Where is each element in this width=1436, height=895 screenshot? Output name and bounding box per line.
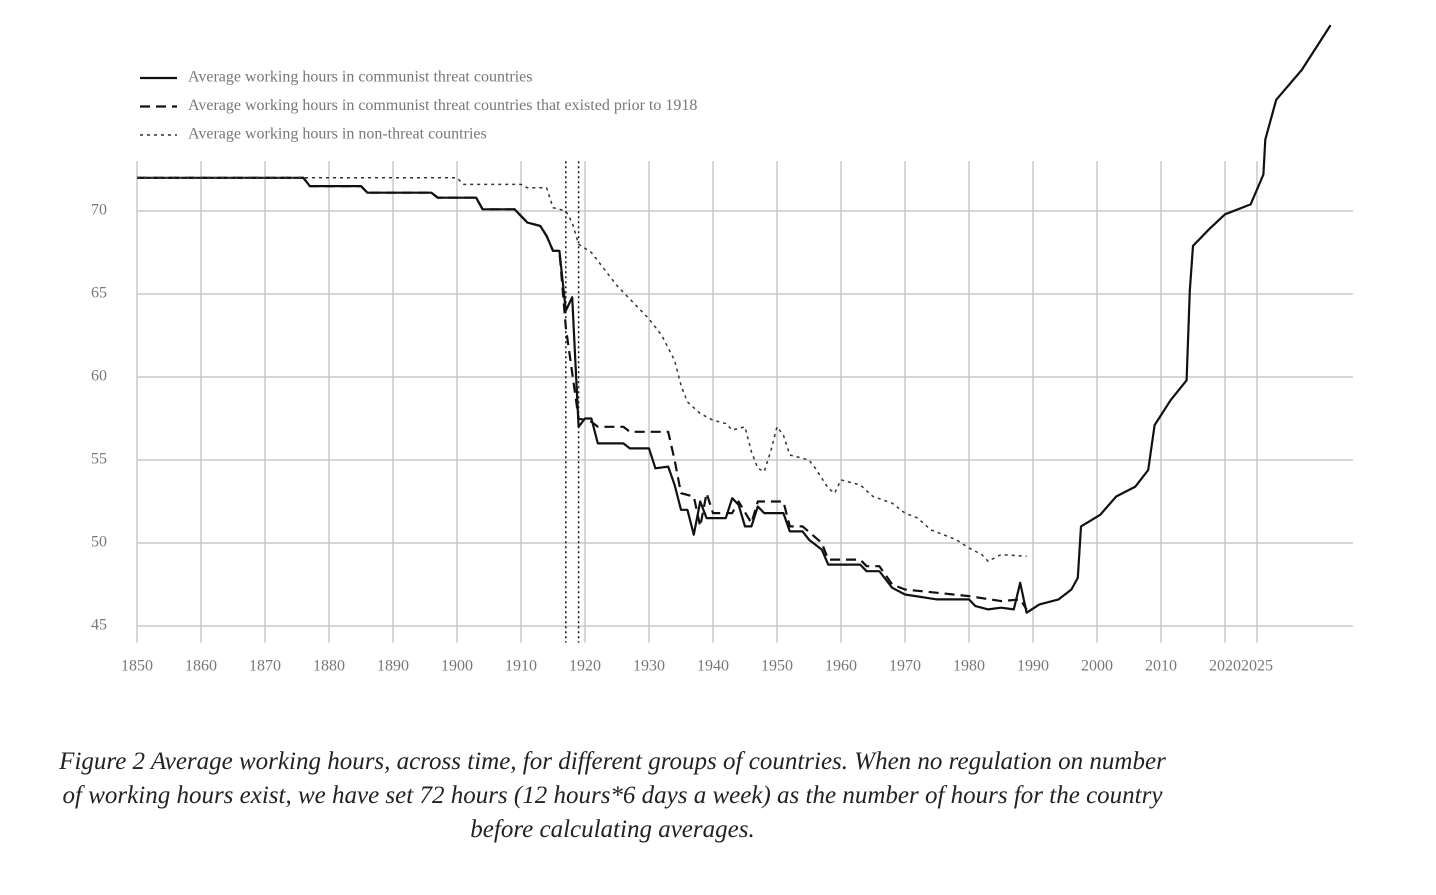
y-tick-label: 45 bbox=[91, 617, 107, 634]
y-tick-label: 60 bbox=[91, 368, 107, 385]
x-tick-label: 2000 bbox=[1081, 657, 1113, 674]
legend-label: Average working hours in non-threat coun… bbox=[188, 126, 487, 143]
x-tick-label: 1950 bbox=[761, 657, 793, 674]
caption: Figure 2 Average working hours, across t… bbox=[59, 748, 1166, 843]
x-tick-label: 1900 bbox=[441, 657, 473, 674]
x-tick-label: 1960 bbox=[825, 657, 857, 674]
x-tick-label: 1990 bbox=[1017, 657, 1049, 674]
x-tick-label: 2025 bbox=[1241, 657, 1273, 674]
x-tick-label: 1870 bbox=[249, 657, 281, 674]
y-tick-label: 70 bbox=[91, 202, 107, 219]
x-tick-label: 2020 bbox=[1209, 657, 1241, 674]
x-tick-label: 1930 bbox=[633, 657, 665, 674]
y-tick-label: 65 bbox=[91, 285, 107, 302]
series-line bbox=[137, 177, 1027, 563]
x-tick-label: 1980 bbox=[953, 657, 985, 674]
y-tick-label: 50 bbox=[91, 534, 107, 551]
x-tick-label: 1850 bbox=[121, 657, 153, 674]
x-tick-label: 1940 bbox=[697, 657, 729, 674]
legend-label: Average working hours in communist threa… bbox=[188, 69, 533, 86]
x-tick-label: 1890 bbox=[377, 657, 409, 674]
x-tick-label: 1880 bbox=[313, 657, 345, 674]
legend-label: Average working hours in communist threa… bbox=[188, 97, 697, 114]
series-line bbox=[137, 178, 1254, 611]
y-tick-label: 55 bbox=[91, 451, 107, 468]
x-tick-label: 1970 bbox=[889, 657, 921, 674]
x-tick-label: 2010 bbox=[1145, 657, 1177, 674]
chart: 45 50 55 60 65 70 1850 1860 1870 1880 1890 1900 1910… bbox=[91, 24, 1353, 674]
x-tick-label: 1910 bbox=[505, 657, 537, 674]
x-tick-label: 1920 bbox=[569, 657, 601, 674]
x-tick-label: 1860 bbox=[185, 657, 217, 674]
